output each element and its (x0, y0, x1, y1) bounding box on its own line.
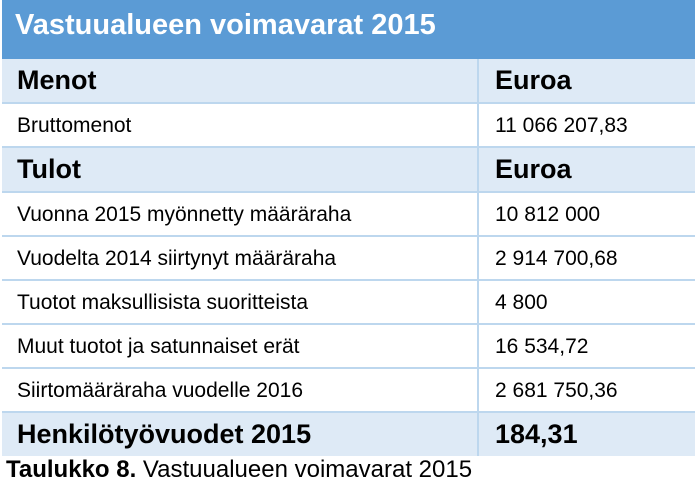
header-cell: Tulot (2, 148, 479, 191)
row-value: 10 812 000 (495, 203, 601, 226)
resources-table: Vastuualueen voimavarat 2015 Menot Euroa… (2, 0, 695, 456)
row-label: Vuodelta 2014 siirtynyt määräraha (2, 237, 479, 279)
header-row-income: Tulot Euroa (2, 148, 695, 193)
header-cell: Euroa (495, 154, 572, 184)
header-cell: Menot (2, 59, 479, 102)
row-value: 4 800 (495, 291, 548, 314)
row-value: 2 914 700,68 (495, 247, 618, 270)
row-label: Siirtomääräraha vuodelle 2016 (2, 369, 479, 411)
row-value: 11 066 207,83 (495, 114, 628, 137)
row-label: Bruttomenot (2, 104, 479, 146)
total-row: Henkilötyövuodet 2015 184,31 (2, 413, 695, 456)
header-row-expenses: Menot Euroa (2, 59, 695, 104)
table-row: Siirtomääräraha vuodelle 2016 2 681 750,… (2, 369, 695, 413)
caption-text: Vastuualueen voimavarat 2015 (136, 456, 473, 483)
total-label: Henkilötyövuodet 2015 (2, 413, 479, 456)
row-value: 16 534,72 (495, 335, 589, 358)
row-value: 2 681 750,36 (495, 379, 618, 402)
row-label: Muut tuotot ja satunnaiset erät (2, 325, 479, 367)
table-caption: Taulukko 8. Vastuualueen voimavarat 2015 (6, 455, 472, 485)
header-cell: Euroa (495, 65, 572, 95)
table-row: Tuotot maksullisista suoritteista 4 800 (2, 281, 695, 325)
table-row: Bruttomenot 11 066 207,83 (2, 104, 695, 148)
total-value: 184,31 (495, 419, 578, 449)
table-row: Muut tuotot ja satunnaiset erät 16 534,7… (2, 325, 695, 369)
row-label: Tuotot maksullisista suoritteista (2, 281, 479, 323)
caption-label: Taulukko 8. (6, 456, 137, 483)
table-row: Vuodelta 2014 siirtynyt määräraha 2 914 … (2, 237, 695, 281)
table-title: Vastuualueen voimavarat 2015 (2, 0, 695, 59)
row-label: Vuonna 2015 myönnetty määräraha (2, 193, 479, 235)
table-row: Vuonna 2015 myönnetty määräraha 10 812 0… (2, 193, 695, 237)
